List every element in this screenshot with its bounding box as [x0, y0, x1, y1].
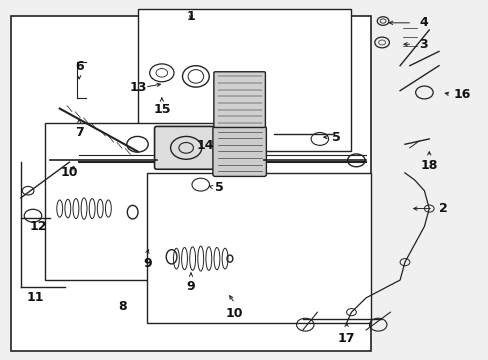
Text: 1: 1	[186, 10, 195, 23]
Text: 11: 11	[27, 291, 44, 304]
Text: 2: 2	[438, 202, 447, 215]
Bar	[137, 9, 351, 152]
Text: 13: 13	[130, 81, 147, 94]
Text: 9: 9	[142, 257, 151, 270]
Bar	[45, 123, 220, 280]
Text: 10: 10	[225, 307, 243, 320]
FancyBboxPatch shape	[213, 72, 265, 127]
Text: 17: 17	[337, 332, 355, 345]
Text: 16: 16	[453, 88, 470, 101]
FancyBboxPatch shape	[154, 126, 217, 169]
Text: 7: 7	[75, 126, 83, 139]
Text: 5: 5	[215, 181, 224, 194]
Text: 8: 8	[119, 300, 127, 313]
Bar	[11, 16, 370, 351]
Text: 4: 4	[419, 16, 427, 29]
Text: 5: 5	[331, 131, 340, 144]
FancyBboxPatch shape	[212, 126, 266, 176]
Bar	[147, 173, 370, 323]
Text: 9: 9	[186, 280, 195, 293]
Text: 3: 3	[419, 38, 427, 51]
Text: 15: 15	[153, 103, 170, 116]
Text: 14: 14	[197, 139, 214, 152]
Text: 18: 18	[420, 158, 437, 172]
Text: 12: 12	[29, 220, 46, 233]
Text: 10: 10	[61, 166, 78, 179]
Text: 6: 6	[75, 60, 83, 73]
